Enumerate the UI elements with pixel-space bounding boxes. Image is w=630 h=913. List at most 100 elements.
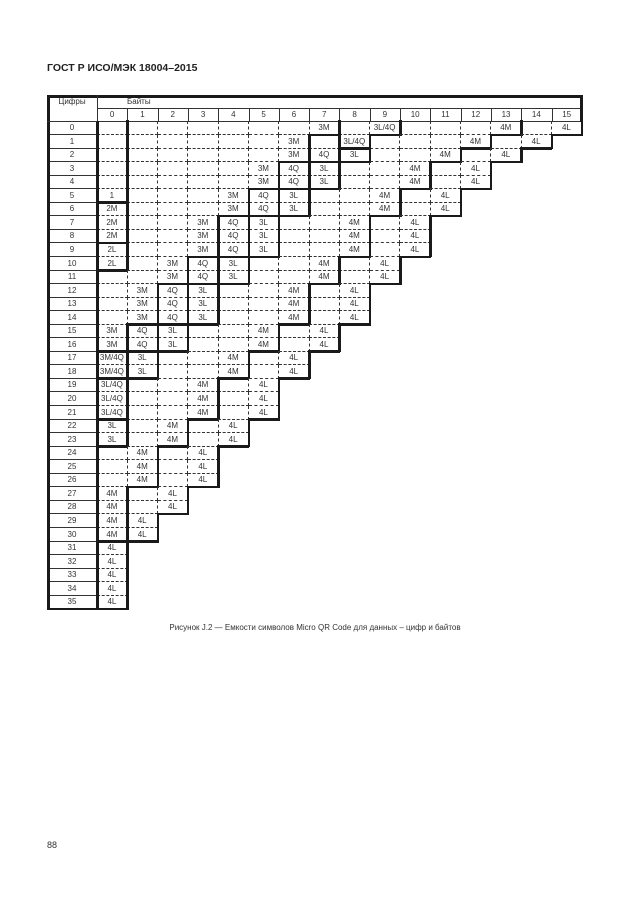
table-cell: 4L <box>97 541 128 556</box>
table-rule <box>277 187 311 191</box>
table-rule <box>368 241 372 258</box>
row-label: 26 <box>47 473 97 488</box>
table-rule <box>460 108 462 121</box>
table-rule <box>308 160 341 164</box>
table-cell <box>127 121 159 136</box>
table-cell <box>157 202 189 217</box>
table-cell <box>218 405 249 420</box>
table-cell: 3L/4Q <box>97 378 128 393</box>
table-rule <box>217 269 220 285</box>
table-cell <box>157 459 189 474</box>
table-cell <box>97 121 128 136</box>
table-cell: 4M <box>278 283 310 298</box>
table-rule <box>217 309 220 326</box>
table-rule <box>217 404 220 421</box>
table-rule <box>186 485 190 502</box>
table-cell: 4M <box>97 513 128 528</box>
table-cell: 4L <box>460 161 492 176</box>
table-cell <box>369 175 401 190</box>
table-cell <box>127 215 159 230</box>
table-cell: 3L/4Q <box>97 392 128 407</box>
row-label: 11 <box>47 270 97 285</box>
table-cell <box>248 310 280 325</box>
table-cell <box>309 202 340 217</box>
table-cell: 4L <box>400 229 431 244</box>
table-cell <box>218 161 249 176</box>
table-rule <box>156 323 189 326</box>
table-rule <box>156 512 189 516</box>
table-rule <box>186 282 220 286</box>
table-cell: 4M <box>218 351 249 366</box>
table-rule <box>400 108 401 121</box>
column-number: 5 <box>261 110 266 119</box>
table-rule <box>126 431 129 448</box>
row-label: 18 <box>47 365 97 379</box>
table-cell: 4L <box>97 581 128 596</box>
table-cell <box>309 242 340 257</box>
table-rule <box>156 296 160 312</box>
table-rule <box>247 255 250 272</box>
table-cell <box>187 188 219 203</box>
table-rule <box>338 120 341 136</box>
table-cell: 4L <box>278 351 310 366</box>
table-cell: 2M <box>97 215 128 230</box>
table-cell: 3L <box>127 351 159 366</box>
table-cell <box>218 310 249 325</box>
column-number: 10 <box>410 110 420 119</box>
table-cell: 4L <box>127 513 159 528</box>
table-rule <box>247 418 280 421</box>
table-cell <box>127 202 159 217</box>
table-cell <box>97 459 128 474</box>
table-rule <box>96 418 129 421</box>
table-cell: 4M <box>187 378 219 393</box>
table-rule <box>399 255 432 258</box>
row-label: 22 <box>47 419 97 434</box>
table-rule <box>126 228 129 244</box>
table-rule <box>277 174 281 190</box>
table-rule <box>47 607 129 611</box>
column-number: 8 <box>352 110 357 119</box>
table-cell: 4L <box>97 568 128 583</box>
table-rule <box>338 269 341 285</box>
table-cell: 3L <box>218 256 249 271</box>
table-rule <box>277 214 281 231</box>
table-rule <box>247 214 250 231</box>
table-rule <box>186 269 190 285</box>
table-cell: 4Q <box>248 188 280 203</box>
column-header-bytes: Байты <box>127 97 151 106</box>
table-rule <box>217 445 250 448</box>
table-cell <box>278 337 310 352</box>
table-rule <box>309 108 311 121</box>
table-cell: 3L <box>309 161 340 176</box>
table-cell <box>430 134 462 149</box>
table-rule <box>126 120 129 136</box>
table-cell: 2L <box>97 242 128 257</box>
table-cell <box>187 364 219 379</box>
row-label: 30 <box>47 528 97 542</box>
table-rule <box>550 133 583 137</box>
table-rule <box>338 160 371 164</box>
table-rule <box>186 499 190 515</box>
table-cell <box>97 134 128 149</box>
table-rule <box>429 160 462 164</box>
table-cell: 4M <box>97 486 128 501</box>
table-rule <box>126 553 129 570</box>
table-rule <box>47 95 582 98</box>
row-label: 10 <box>47 257 97 271</box>
table-cell <box>218 283 249 298</box>
table-cell <box>339 175 371 190</box>
table-rule <box>126 377 159 380</box>
table-rule <box>126 323 159 326</box>
table-cell <box>248 270 280 285</box>
table-rule <box>126 567 129 583</box>
table-cell: 3L <box>248 229 280 244</box>
table-rule <box>156 282 189 286</box>
table-rule <box>217 255 220 272</box>
table-rule <box>368 282 401 286</box>
table-cell: 4L <box>248 392 280 407</box>
table-rule <box>247 350 250 366</box>
table-rule <box>368 282 372 299</box>
table-cell <box>278 324 310 339</box>
table-rule <box>308 296 311 312</box>
row-label: 19 <box>47 378 97 393</box>
